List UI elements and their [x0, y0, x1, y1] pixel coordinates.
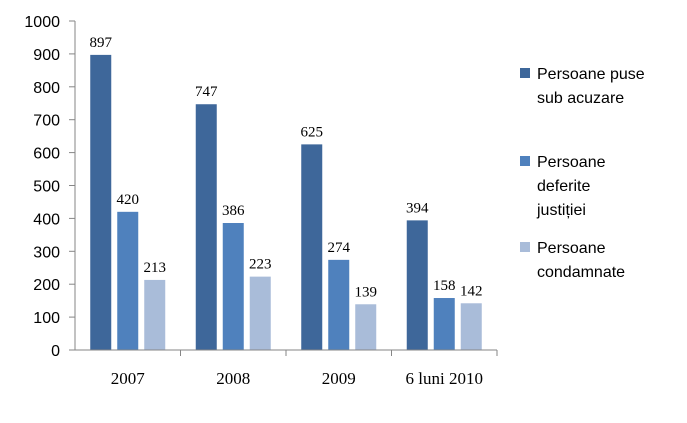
- x-axis-ticks: 2007 2008 2009 6 luni 2010: [111, 350, 498, 388]
- y-tick-label: 800: [33, 80, 60, 97]
- bar: [433, 298, 455, 350]
- legend-label: sub acuzare: [537, 90, 624, 107]
- data-label: 897: [90, 35, 113, 51]
- y-tick-label: 400: [33, 211, 60, 228]
- legend-label: Persoane: [537, 240, 606, 257]
- legend-label: Persoane: [537, 154, 606, 171]
- bars: [90, 54, 482, 351]
- x-tick-label: 2007: [111, 369, 146, 388]
- bar: [406, 220, 428, 350]
- y-tick-label: 900: [33, 47, 60, 64]
- legend-swatch: [520, 68, 530, 78]
- legend-swatch: [520, 242, 530, 252]
- data-label: 394: [406, 200, 429, 216]
- data-label: 386: [222, 203, 245, 219]
- y-tick-label: 200: [33, 277, 60, 294]
- legend: Persoane puse sub acuzare Persoane deferite…: [520, 66, 645, 281]
- data-label: 274: [328, 240, 351, 256]
- x-tick-label: 2008: [216, 369, 250, 388]
- bar: [301, 144, 323, 350]
- y-axis-ticks: 0 100 200 300 400 500 600 700 800 900 1000: [24, 14, 75, 360]
- axes: [74, 21, 497, 351]
- bar: [117, 211, 139, 350]
- y-tick-label: 100: [33, 310, 60, 327]
- data-label: 420: [117, 192, 140, 208]
- x-tick-label: 6 luni 2010: [406, 369, 483, 388]
- data-label: 625: [301, 124, 324, 140]
- y-tick-label: 600: [33, 146, 60, 163]
- y-tick-label: 1000: [24, 14, 60, 31]
- data-labels: 897 420 213 747 386 223 625 274 139 394 158 142: [90, 35, 483, 300]
- legend-swatch: [520, 156, 530, 166]
- data-label: 213: [144, 260, 167, 276]
- bar: [144, 279, 166, 350]
- bar: [355, 304, 377, 350]
- bar: [222, 223, 244, 350]
- y-tick-label: 0: [51, 343, 60, 360]
- legend-label: deferite: [537, 178, 590, 195]
- x-tick-label: 2009: [322, 369, 356, 388]
- y-tick-label: 500: [33, 179, 60, 196]
- bar: [195, 104, 217, 350]
- legend-label: Persoane puse: [537, 66, 645, 83]
- bar: [328, 259, 350, 350]
- data-label: 142: [460, 283, 483, 299]
- data-label: 158: [433, 278, 456, 294]
- legend-label: condamnate: [537, 264, 625, 281]
- bar: [249, 276, 271, 350]
- data-label: 747: [195, 84, 218, 100]
- y-tick-label: 300: [33, 244, 60, 261]
- data-label: 139: [355, 284, 378, 300]
- bar: [460, 303, 482, 350]
- y-tick-label: 700: [33, 113, 60, 130]
- bar: [90, 54, 112, 351]
- legend-label: justiției: [536, 202, 586, 219]
- data-label: 223: [249, 257, 272, 273]
